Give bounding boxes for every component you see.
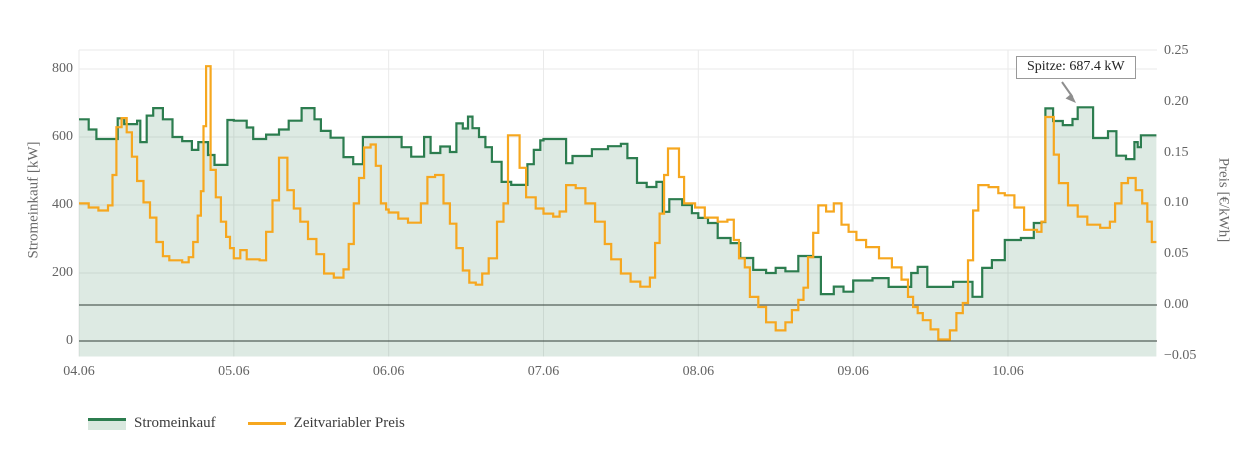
line-swatch-icon: [247, 422, 286, 425]
legend-item-zeitvariabler-preis[interactable]: Zeitvariabler Preis: [247, 415, 405, 432]
x-tick-label: 10.06: [992, 364, 1024, 379]
y-axis-title-right: Preis [€/kWh]: [1215, 157, 1232, 243]
x-tick-label: 07.06: [527, 364, 560, 379]
legend-label-zeitvariabler-preis: Zeitvariabler Preis: [293, 415, 405, 431]
stromeinkauf-line: [79, 106, 1157, 298]
y-right-tick-label: 0.00: [1164, 297, 1189, 312]
legend: Stromeinkauf Zeitvariabler Preis: [88, 415, 405, 432]
zeitvariabler-preis-line: [79, 65, 1157, 341]
x-tick-label: 05.06: [218, 364, 250, 379]
annotation-arrowhead: [1065, 93, 1076, 103]
y-left-tick-label: 400: [52, 197, 73, 212]
legend-item-stromeinkauf[interactable]: Stromeinkauf: [88, 415, 216, 432]
y-right-tick-label: 0.25: [1164, 43, 1189, 58]
y-right-tick-label: 0.20: [1164, 93, 1189, 109]
y-right-tick-label: −0.05: [1164, 347, 1197, 363]
stromeinkauf-area: [79, 107, 1157, 357]
y-right-tick-label: 0.15: [1164, 144, 1189, 160]
y-right-tick-label: 0.10: [1164, 195, 1189, 211]
y-left-tick-label: 800: [52, 61, 73, 76]
y-left-tick-label: 200: [52, 265, 73, 280]
x-tick-label: 06.06: [372, 364, 405, 379]
x-tick-label: 09.06: [837, 364, 869, 379]
annotation-peak-label: Spitze: 687.4 kW: [1016, 56, 1136, 79]
x-tick-label: 04.06: [63, 364, 95, 379]
y-left-tick-label: 600: [52, 129, 73, 144]
y-right-tick-label: 0.05: [1164, 246, 1189, 262]
y-left-tick-label: 0: [66, 333, 73, 348]
legend-label-stromeinkauf: Stromeinkauf: [134, 415, 216, 431]
area-swatch-icon: [88, 417, 126, 430]
x-tick-label: 08.06: [682, 364, 715, 379]
